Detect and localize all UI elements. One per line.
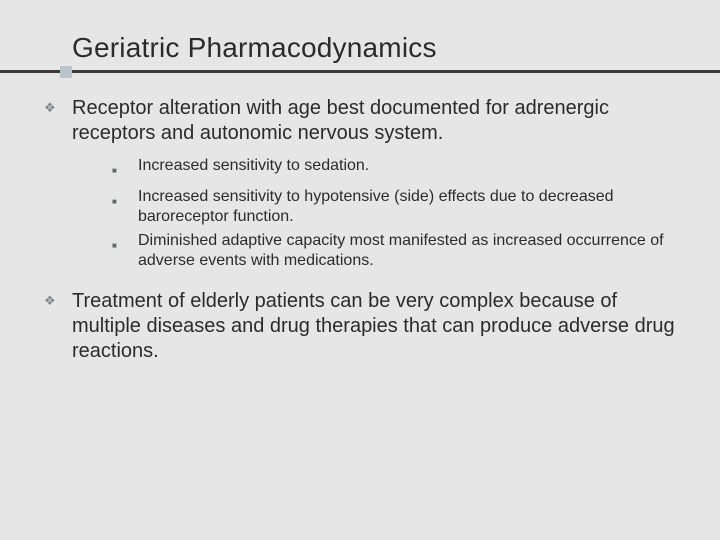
diamond-bullet-icon: ❖ [44, 96, 72, 275]
diamond-bullet-icon: ❖ [44, 289, 72, 364]
slide: Geriatric Pharmacodynamics ❖ Receptor al… [0, 0, 720, 540]
list-item-body: Receptor alteration with age best docume… [72, 96, 676, 275]
list-item: ❖ Receptor alteration with age best docu… [44, 96, 676, 275]
slide-title: Geriatric Pharmacodynamics [0, 0, 720, 70]
sub-list-item: ■ Increased sensitivity to sedation. [112, 156, 676, 183]
square-bullet-icon: ■ [112, 156, 138, 183]
sub-list-item: ■ Diminished adaptive capacity most mani… [112, 231, 676, 271]
square-bullet-icon: ■ [112, 187, 138, 227]
square-bullet-icon: ■ [112, 231, 138, 271]
rule-right [72, 70, 720, 73]
list-item: ❖ Treatment of elderly patients can be v… [44, 289, 676, 364]
sub-list-item: ■ Increased sensitivity to hypotensive (… [112, 187, 676, 227]
list-item-text: Treatment of elderly patients can be ver… [72, 290, 675, 362]
title-block: Geriatric Pharmacodynamics [0, 0, 720, 78]
sub-list-item-text: Increased sensitivity to hypotensive (si… [138, 187, 676, 227]
sub-list-item-text: Increased sensitivity to sedation. [138, 156, 676, 183]
title-rule [0, 70, 720, 78]
list-item-body: Treatment of elderly patients can be ver… [72, 289, 676, 364]
content-area: ❖ Receptor alteration with age best docu… [0, 78, 720, 364]
sub-list-item-text: Diminished adaptive capacity most manife… [138, 231, 676, 271]
list-item-text: Receptor alteration with age best docume… [72, 97, 609, 144]
bullet-list: ❖ Receptor alteration with age best docu… [44, 96, 676, 364]
rule-left [0, 70, 60, 73]
rule-square-icon [60, 66, 72, 78]
sub-list: ■ Increased sensitivity to sedation. ■ I… [72, 156, 676, 271]
